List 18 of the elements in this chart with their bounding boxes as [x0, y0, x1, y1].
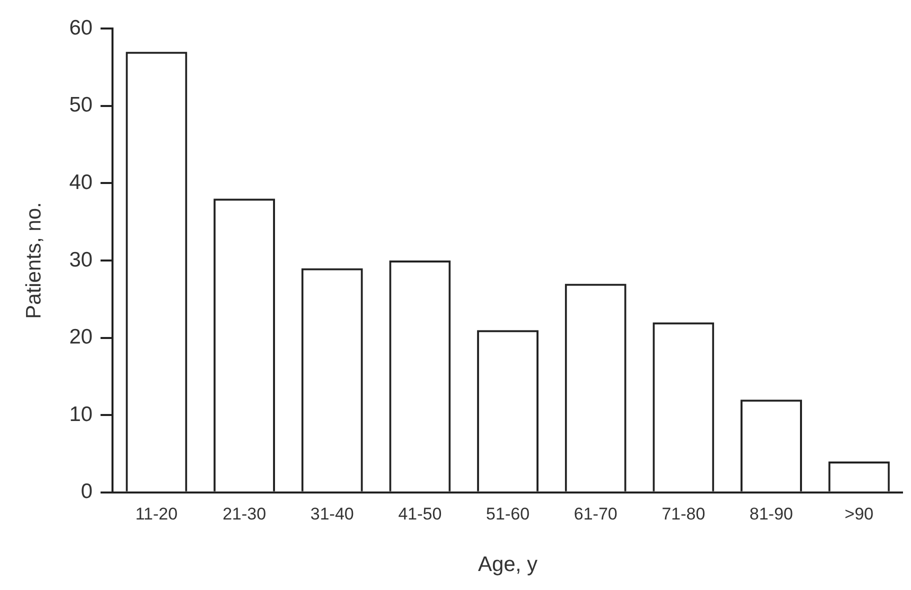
x-tick-label: 71-80: [662, 504, 706, 524]
y-tick-label: 0: [80, 480, 93, 504]
x-tick-label: 11-20: [135, 504, 178, 524]
x-tick-label: 61-70: [574, 504, 618, 524]
x-tick-label: >90: [844, 504, 874, 524]
x-tick-label: 81-90: [750, 504, 793, 524]
y-tick-label: 20: [69, 326, 93, 349]
x-tick-label: 51-60: [486, 504, 530, 524]
y-axis-title: Patients, no.: [22, 202, 46, 319]
x-tick-label: 21-30: [222, 504, 266, 524]
y-tick-label: 40: [69, 170, 93, 194]
y-tick-label: 50: [69, 94, 93, 117]
x-tick-label: 41-50: [398, 504, 442, 524]
x-tick-label: 31-40: [310, 504, 354, 524]
y-tick-label: 30: [69, 248, 93, 272]
x-axis-title: Age, y: [478, 553, 538, 576]
y-tick-label: 10: [69, 402, 93, 426]
y-tick-label: 60: [69, 16, 93, 40]
